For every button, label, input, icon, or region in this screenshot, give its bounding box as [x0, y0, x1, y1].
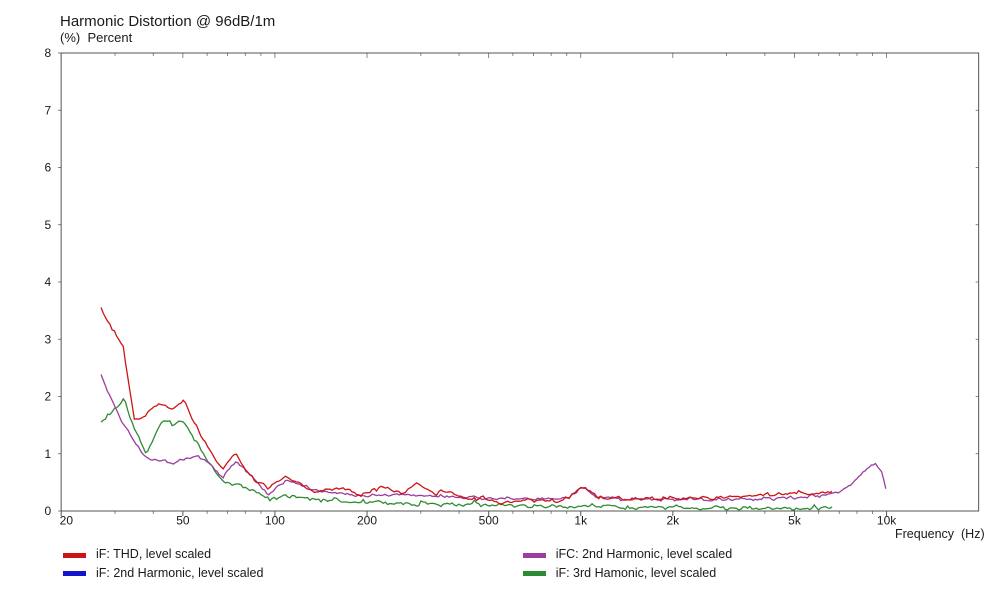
svg-text:50: 50: [176, 514, 190, 528]
svg-text:2k: 2k: [666, 514, 680, 528]
svg-text:5k: 5k: [788, 514, 802, 528]
svg-text:100: 100: [265, 514, 285, 528]
svg-text:4: 4: [44, 275, 51, 289]
svg-text:0: 0: [44, 504, 51, 518]
svg-text:7: 7: [44, 103, 51, 117]
svg-text:10k: 10k: [877, 514, 897, 528]
svg-text:500: 500: [479, 514, 499, 528]
svg-text:20: 20: [60, 514, 74, 528]
svg-text:6: 6: [44, 161, 51, 175]
svg-text:1: 1: [44, 447, 51, 461]
svg-text:1k: 1k: [574, 514, 588, 528]
svg-text:5: 5: [44, 218, 51, 232]
svg-text:3: 3: [44, 332, 51, 346]
svg-text:8: 8: [44, 46, 51, 60]
svg-text:200: 200: [357, 514, 377, 528]
svg-text:2: 2: [44, 390, 51, 404]
